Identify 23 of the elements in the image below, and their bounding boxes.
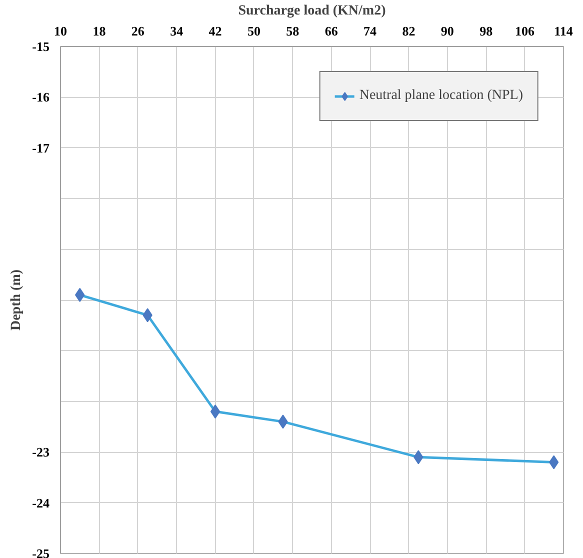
y-tick-label: -16 [32,90,50,105]
x-tick-label: 66 [324,24,338,38]
y-tick-label: -15 [32,39,50,54]
x-tick-label: 10 [54,24,67,38]
x-tick-label: 34 [170,24,184,38]
x-tick-label: 42 [208,24,222,38]
y-axis-title: Depth (m) [9,269,24,331]
x-tick-label: 58 [286,24,300,38]
x-tick-label: 114 [554,24,574,38]
x-axis-title: Surcharge load (KN/m2) [238,4,386,18]
y-tick-label: -17 [32,140,50,156]
y-tick-label: -23 [32,444,50,460]
x-tick-label: 74 [364,24,378,38]
x-tick-label: 106 [515,24,536,38]
x-tick-label: 26 [131,24,145,38]
x-tick-label: 18 [92,24,106,38]
legend-label: Neutral plane location (NPL) [359,88,523,104]
x-tick-label: 50 [247,24,260,38]
y-tick-label: -24 [32,495,50,510]
y-tick-label: -25 [32,546,50,558]
x-tick-label: 82 [402,24,416,38]
x-tick-label: 98 [480,24,494,38]
x-tick-label: 90 [440,24,454,38]
